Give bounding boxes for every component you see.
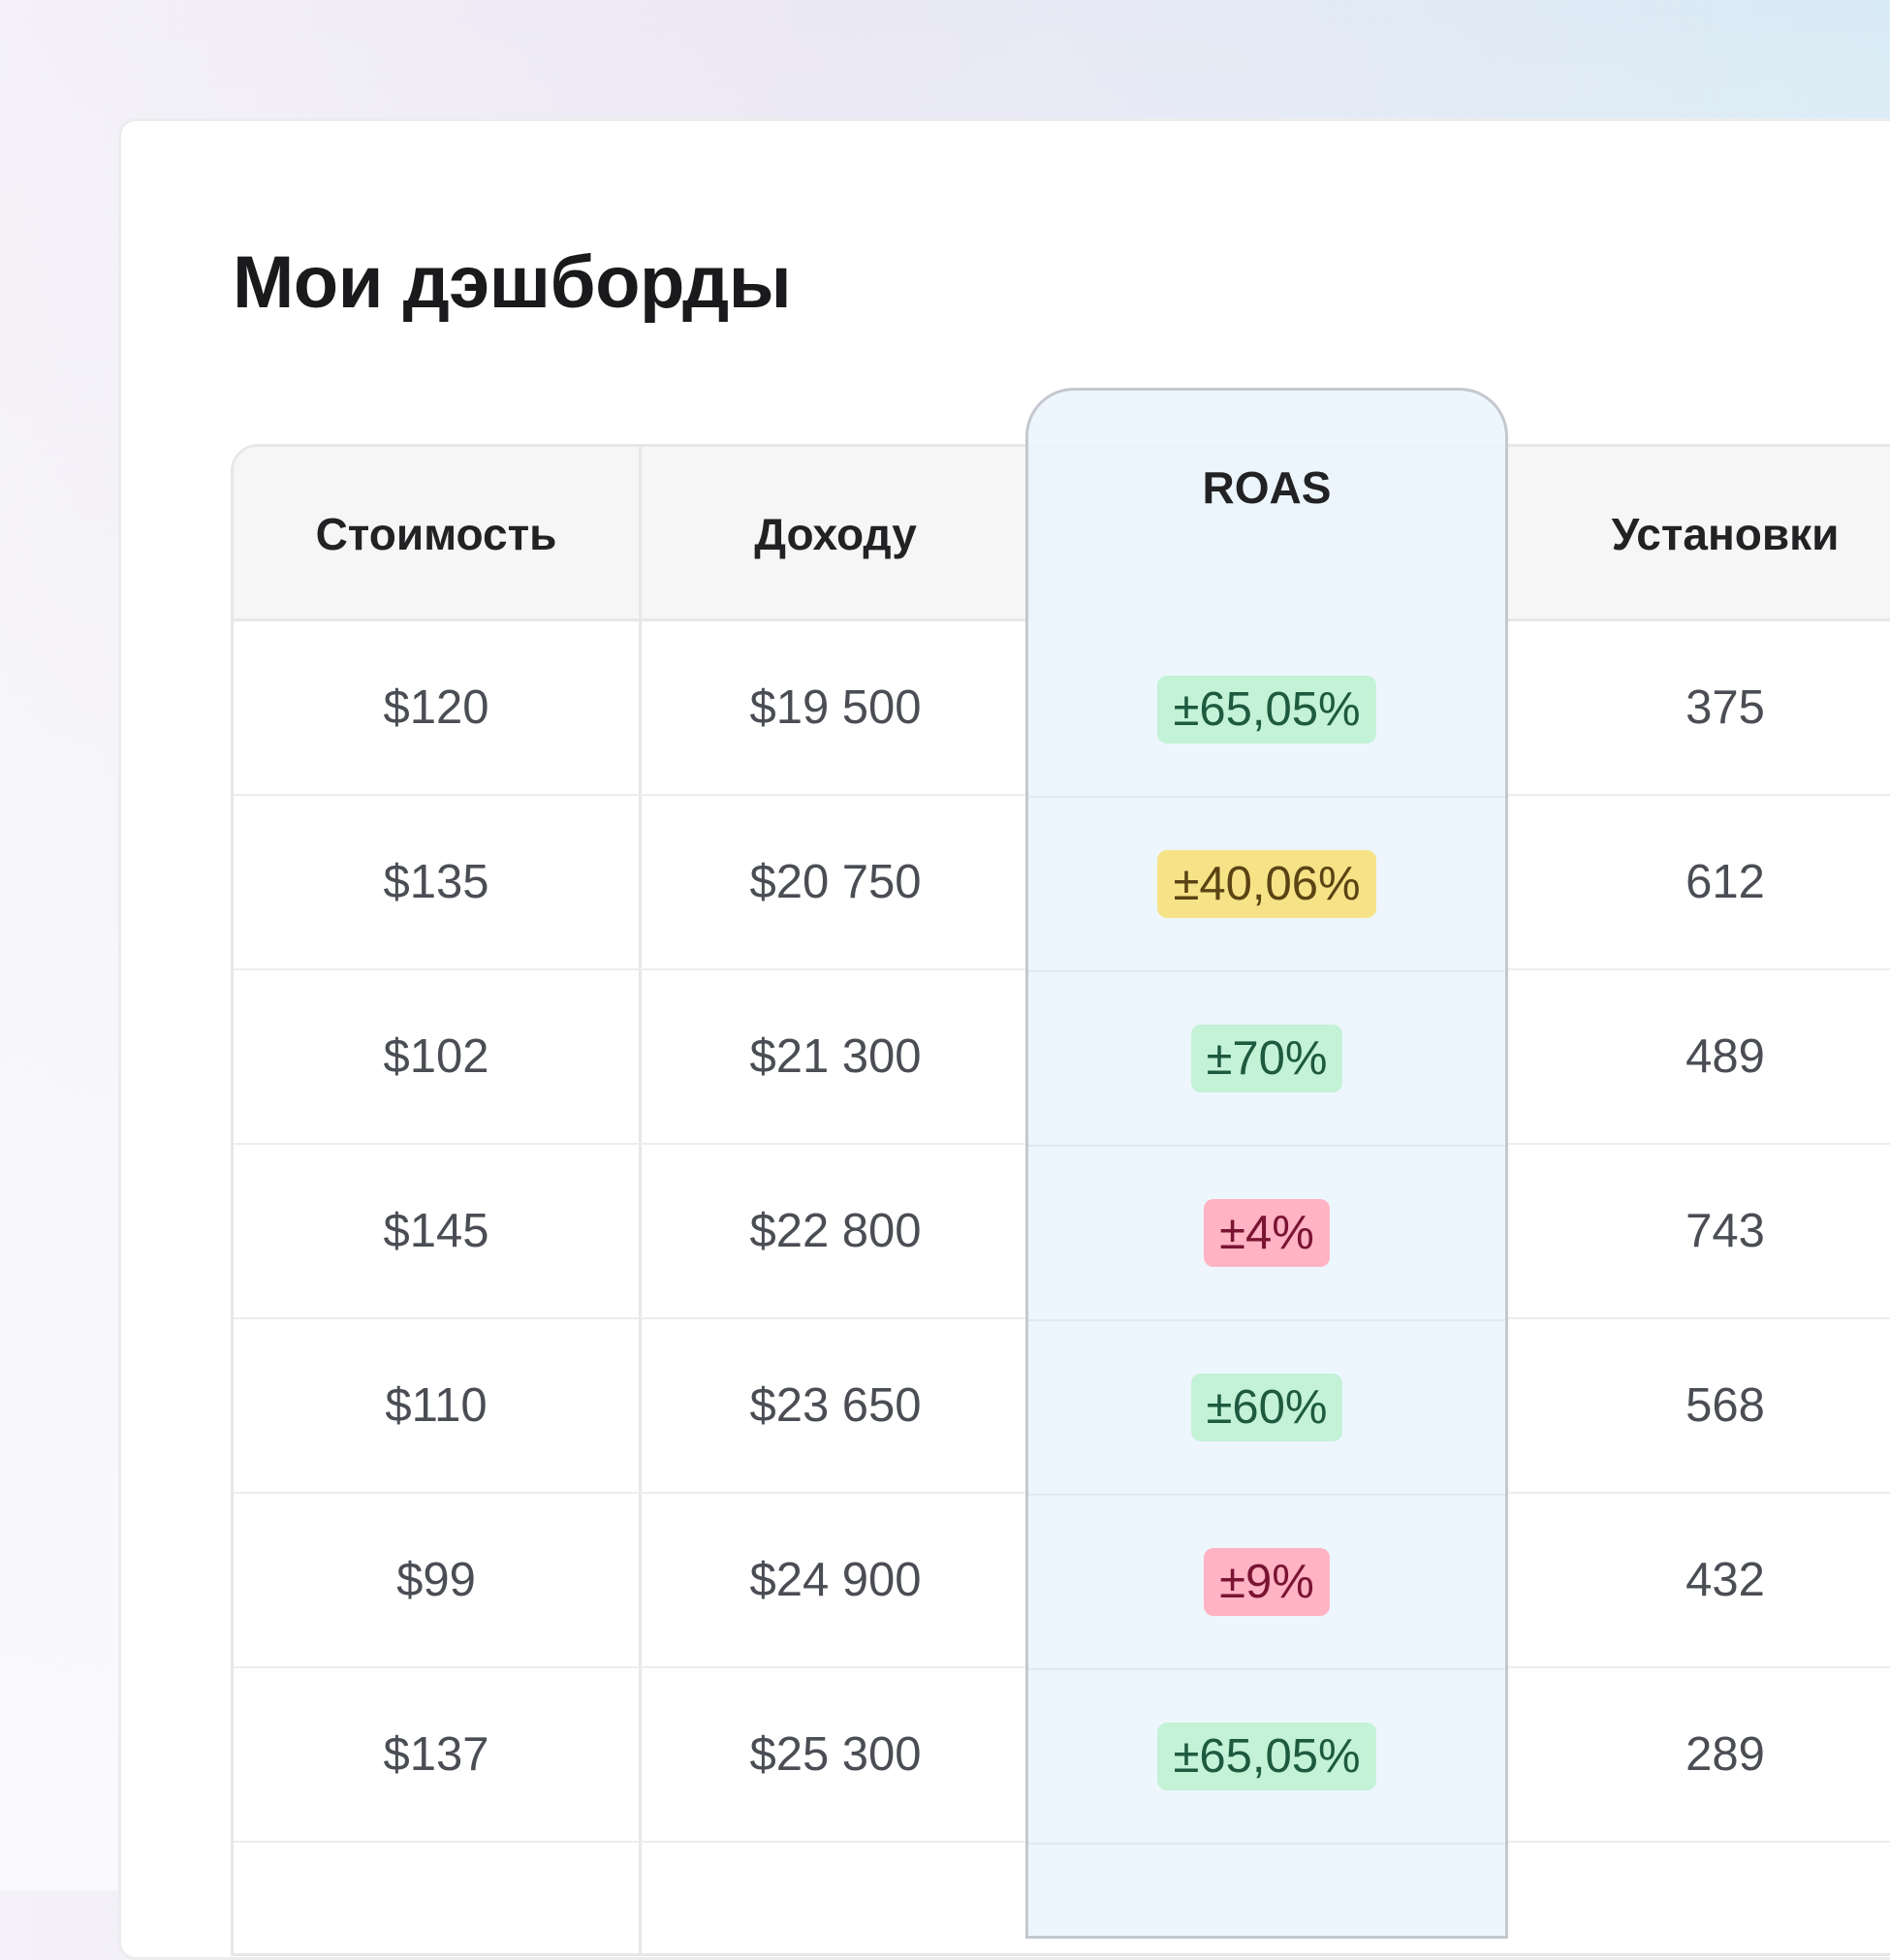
installs-cell: 612 [1685, 856, 1765, 908]
table-row[interactable]: $99 $24 900 432 [234, 1494, 1890, 1668]
roas-cell: ±60% [1025, 1321, 1508, 1494]
installs-cell: 289 [1685, 1728, 1765, 1781]
column-header-revenue[interactable]: Доходу [754, 509, 917, 559]
roas-row-divider [1028, 1319, 1505, 1321]
roas-cell: ±70% [1025, 972, 1508, 1145]
column-header-roas[interactable]: ROAS [1202, 462, 1332, 513]
cost-cell: $110 [385, 1379, 488, 1432]
revenue-cell: $19 500 [749, 681, 922, 734]
installs-cell: 375 [1685, 681, 1765, 734]
roas-column-highlight [1025, 388, 1508, 1939]
column-header-cost[interactable]: Стоимость [315, 509, 557, 559]
page-title: Мои дэшборды [233, 241, 792, 324]
cost-cell: $145 [383, 1205, 489, 1257]
roas-badge-positive: ±65,05% [1157, 1723, 1376, 1790]
roas-row-divider [1028, 796, 1505, 798]
roas-row-divider [1028, 1668, 1505, 1670]
table-row[interactable]: $102 $21 300 489 [234, 970, 1890, 1145]
revenue-cell: $24 900 [749, 1554, 922, 1606]
cost-cell: $120 [383, 681, 489, 734]
installs-cell: 432 [1685, 1554, 1765, 1606]
revenue-cell: $22 800 [749, 1205, 922, 1257]
cost-cell: $135 [383, 856, 489, 908]
roas-badge-positive: ±65,05% [1157, 676, 1376, 743]
roas-row-divider [1028, 1494, 1505, 1496]
roas-row-divider [1028, 970, 1505, 972]
roas-cell: ±4% [1025, 1147, 1508, 1319]
roas-badge-positive: ±60% [1190, 1374, 1343, 1441]
roas-cell: ±65,05% [1025, 1670, 1508, 1843]
column-header-installs[interactable]: Установки [1611, 509, 1840, 559]
revenue-cell: $23 650 [749, 1379, 922, 1432]
roas-badge-negative: ±9% [1204, 1548, 1330, 1616]
installs-cell: 568 [1685, 1379, 1765, 1432]
cost-cell: $102 [383, 1030, 489, 1083]
roas-cell: ±40,06% [1025, 798, 1508, 970]
cost-cell: $137 [383, 1728, 489, 1781]
roas-badge-positive: ±70% [1190, 1025, 1343, 1092]
roas-row-divider [1028, 1145, 1505, 1147]
roas-cell: ±9% [1025, 1496, 1508, 1668]
roas-badge-negative: ±4% [1204, 1199, 1330, 1267]
roas-badge-neutral: ±40,06% [1157, 850, 1376, 918]
installs-cell: 743 [1685, 1205, 1765, 1257]
revenue-cell: $25 300 [749, 1728, 922, 1781]
column-divider [639, 447, 642, 1953]
roas-cell: ±65,05% [1025, 623, 1508, 796]
roas-row-divider [1028, 1843, 1505, 1845]
revenue-cell: $21 300 [749, 1030, 922, 1083]
installs-cell: 489 [1685, 1030, 1765, 1083]
revenue-cell: $20 750 [749, 856, 922, 908]
cost-cell: $99 [396, 1554, 476, 1606]
